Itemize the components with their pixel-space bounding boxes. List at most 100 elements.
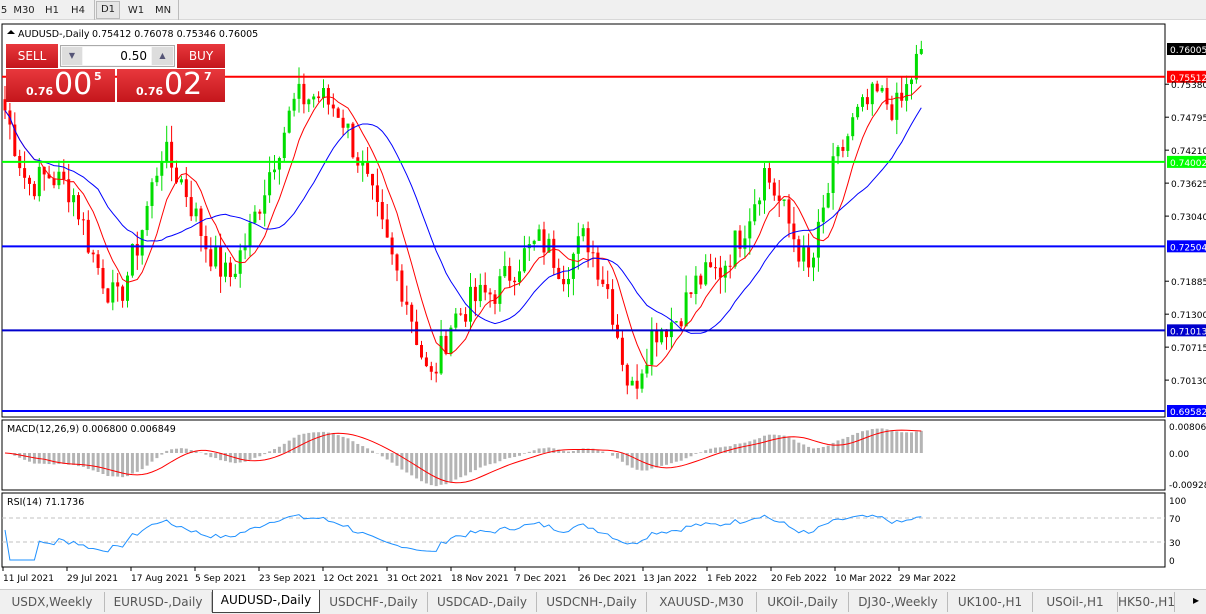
macd-histogram-bar <box>571 451 575 453</box>
macd-histogram-bar <box>312 432 316 453</box>
tab-usdcad-daily[interactable]: USDCAD-,Daily <box>428 592 537 612</box>
date-label: 23 Sep 2021 <box>259 574 316 584</box>
macd-histogram-bar <box>297 434 301 453</box>
candle-body <box>885 87 889 105</box>
macd-histogram-bar <box>145 453 149 466</box>
candle-body <box>890 104 894 120</box>
tab-audusd-daily[interactable]: AUDUSD-,Daily <box>212 590 320 613</box>
candle-body <box>341 117 345 128</box>
candle-body <box>812 257 815 268</box>
buy-button[interactable]: BUY <box>177 44 225 68</box>
chart-tabs: USDX,Weekly EURUSD-,Daily AUDUSD-,Daily USD… <box>0 589 1206 614</box>
candle-body <box>630 380 634 386</box>
candle-body <box>375 185 379 202</box>
macd-histogram-bar <box>910 432 913 453</box>
macd-histogram-bar <box>77 453 80 467</box>
candle-body <box>733 230 737 267</box>
tab-usdx-weekly[interactable]: USDX,Weekly <box>0 592 105 612</box>
candle-body <box>449 327 453 354</box>
macd-histogram-bar <box>557 449 561 453</box>
macd-histogram-bar <box>385 453 389 460</box>
candle-body <box>331 104 335 109</box>
candle-body <box>209 249 213 267</box>
macd-histogram-bar <box>714 447 717 453</box>
sell-button[interactable]: SELL <box>6 44 58 68</box>
candle-body <box>684 292 688 327</box>
tabs-scroll-right-icon[interactable]: ▸ <box>1193 593 1200 607</box>
macd-histogram-bar <box>581 448 585 453</box>
tab-ukoil-daily[interactable]: UKOil-,Daily <box>757 592 849 612</box>
buy-price[interactable]: 0.76 02 7 <box>117 67 225 102</box>
tab-hk50-h1[interactable]: HK50-,H1 <box>1118 592 1175 612</box>
macd-histogram-bar <box>567 451 570 453</box>
tab-usdchf-daily[interactable]: USDCHF-,Daily <box>320 592 428 612</box>
macd-histogram-bar <box>591 448 595 453</box>
candle-body <box>130 243 134 276</box>
macd-histogram-bar <box>674 453 678 462</box>
candle-body <box>366 161 370 174</box>
macd-histogram-bar <box>214 453 218 459</box>
candle-body <box>444 335 448 354</box>
candle-body <box>179 179 183 183</box>
candle-body <box>689 292 693 295</box>
macd-histogram-bar <box>753 439 757 453</box>
macd-histogram-bar <box>777 435 781 453</box>
tf-m5[interactable]: 5 <box>0 5 8 16</box>
candle-body <box>170 141 174 168</box>
tab-dj30-weekly[interactable]: DJ30-,Weekly <box>849 592 948 612</box>
tf-h4[interactable]: H4 <box>71 5 85 16</box>
tab-usdcnh-daily[interactable]: USDCNH-,Daily <box>537 592 647 612</box>
macd-histogram-bar <box>96 453 100 472</box>
candle-body <box>880 87 884 92</box>
tab-uk100-h1[interactable]: UK100-,H1 <box>948 592 1033 612</box>
hline-price-tag <box>1167 70 1206 83</box>
macd-histogram-bar <box>67 453 71 465</box>
macd-histogram-bar <box>434 453 438 487</box>
candle-body <box>522 248 526 272</box>
candle-body <box>581 228 585 237</box>
date-label: 17 Aug 2021 <box>131 574 189 584</box>
tf-mn[interactable]: MN <box>154 5 172 16</box>
macd-histogram-bar <box>611 453 615 456</box>
macd-histogram-bar <box>885 429 889 453</box>
collapse-triangle-icon[interactable] <box>7 30 15 34</box>
macd-histogram-bar <box>424 453 428 484</box>
candle-body <box>660 329 664 343</box>
candle-body <box>346 123 350 128</box>
price-chart[interactable]: 0.75512 0.74002 0.72504 0.71013 0.69582 0.753… <box>0 0 1206 590</box>
macd-histogram-bar <box>802 444 806 453</box>
volume-spinner[interactable]: ▼ 0.50 ▲ <box>60 45 175 67</box>
candle-body <box>704 262 708 285</box>
macd-histogram-bar <box>787 437 791 453</box>
sell-price[interactable]: 0.76 00 5 <box>6 67 115 102</box>
macd-histogram-bar <box>689 453 693 457</box>
candle-body <box>665 329 668 338</box>
tab-xauusd-m30[interactable]: XAUUSD-,M30 <box>647 592 757 612</box>
tf-m30[interactable]: M30 <box>13 5 35 16</box>
volume-input[interactable]: 0.50 <box>83 47 151 65</box>
tf-w1[interactable]: W1 <box>127 5 145 16</box>
macd-histogram-bar <box>410 453 414 476</box>
tf-d1[interactable]: D1 <box>96 1 120 19</box>
macd-histogram-bar <box>865 430 869 453</box>
tf-h1[interactable]: H1 <box>45 5 59 16</box>
volume-increase-icon[interactable]: ▲ <box>152 47 173 65</box>
candle-body <box>571 253 575 279</box>
candle-body <box>420 344 423 358</box>
tab-eurusd-daily[interactable]: EURUSD-,Daily <box>105 592 212 612</box>
candle-body <box>459 313 463 315</box>
macd-histogram-bar <box>694 453 698 454</box>
candle-body <box>841 147 845 151</box>
macd-histogram-bar <box>890 431 894 453</box>
candle-body <box>3 99 7 111</box>
candle-body <box>464 314 468 322</box>
candle-body <box>253 211 257 223</box>
candle-body <box>787 199 791 224</box>
candle-body <box>175 167 178 183</box>
candle-body <box>606 284 610 290</box>
tab-usoil-h1[interactable]: USOil-,H1 <box>1033 592 1118 612</box>
macd-histogram-bar <box>52 453 56 465</box>
macd-histogram-bar <box>518 453 521 456</box>
volume-decrease-icon[interactable]: ▼ <box>62 47 82 65</box>
macd-histogram-bar <box>454 453 458 480</box>
